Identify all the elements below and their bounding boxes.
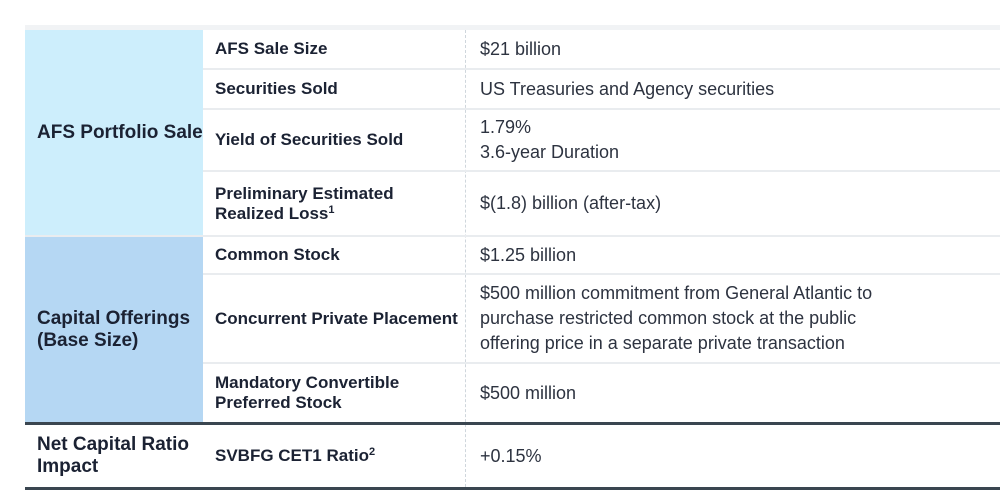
row-divider [203, 68, 1000, 70]
placement-value-line: offering price in a separate private tra… [480, 333, 845, 353]
row-label-cet1-ratio: SVBFG CET1 Ratio2 [203, 425, 463, 487]
row-divider [203, 362, 1000, 364]
section-title-net-capital-ratio: Net Capital Ratio Impact [25, 425, 203, 487]
row-value-common-stock: $1.25 billion [480, 244, 577, 265]
row-label-common-stock: Common Stock [215, 245, 340, 264]
row-value-securities-sold: US Treasuries and Agency securities [480, 78, 775, 99]
row-value-private-placement: $500 million commitment from General Atl… [466, 275, 1000, 362]
column-divider [465, 30, 466, 487]
row-label-convertible-preferred: Mandatory Convertible Preferred Stock [215, 373, 400, 412]
footnote-marker-1: 1 [328, 203, 335, 216]
cet1-label-text: SVBFG CET1 Ratio [215, 446, 369, 465]
placement-value-line: $500 million commitment from General Atl… [480, 283, 873, 303]
duration-value-line: 3.6-year Duration [480, 142, 620, 162]
realized-loss-label-text: Preliminary Estimated Realized Loss [215, 183, 394, 223]
section-divider-dark [25, 422, 1000, 425]
row-value-cet1-ratio: +0.15% [480, 445, 542, 466]
row-label-private-placement: Concurrent Private Placement [215, 308, 458, 328]
section-title-capital-offerings: Capital Offerings (Base Size) [25, 237, 203, 422]
footnote-marker-2: 2 [368, 446, 376, 458]
yield-value-line: 1.79% [480, 117, 532, 137]
row-value-convertible-preferred: $500 million [480, 382, 577, 403]
table-top-border [25, 25, 1000, 30]
row-divider [203, 273, 1000, 275]
row-label-realized-loss: Preliminary Estimated Realized Loss1 [203, 172, 463, 235]
placement-value-line: purchase restricted common stock at the … [480, 308, 857, 328]
section-divider [25, 235, 1000, 237]
row-label-securities-sold: Securities Sold [215, 79, 338, 98]
table-bottom-border [25, 487, 1000, 490]
row-divider [203, 108, 1000, 110]
row-value-afs-sale-size: $21 billion [480, 38, 562, 59]
row-divider [203, 170, 1000, 172]
row-label-yield: Yield of Securities Sold [215, 130, 404, 149]
row-value-realized-loss: $(1.8) billion (after-tax) [480, 193, 662, 213]
row-label-afs-sale-size: AFS Sale Size [215, 39, 328, 58]
row-value-yield: 1.79% 3.6-year Duration [466, 110, 1000, 170]
section-title-afs-portfolio-sale: AFS Portfolio Sale [25, 30, 203, 235]
